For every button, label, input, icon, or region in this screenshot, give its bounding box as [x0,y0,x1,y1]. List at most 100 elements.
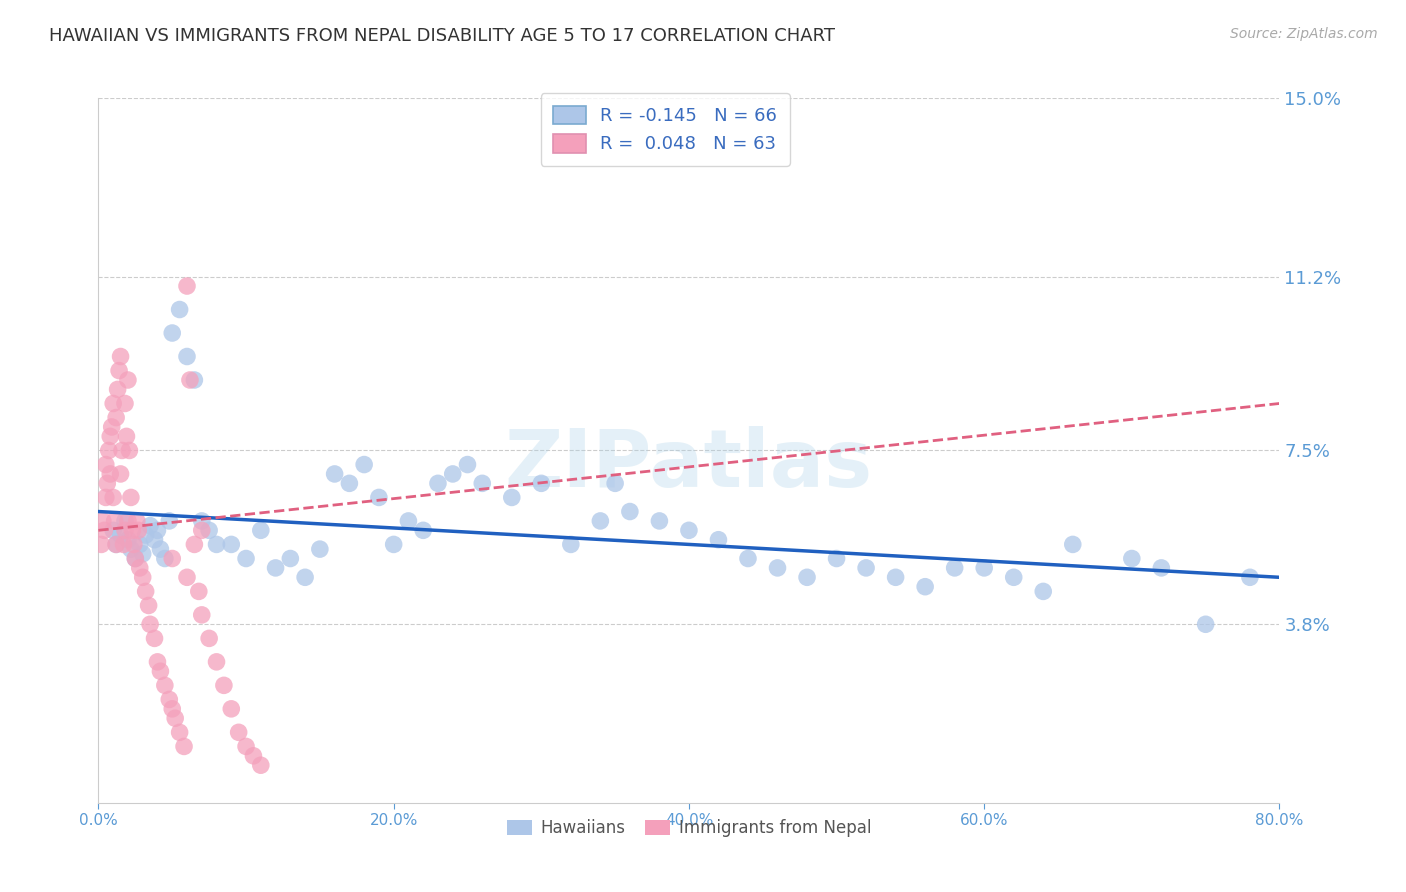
Point [198,524,221,538]
Point [91,514,114,528]
Point [648,514,671,528]
Text: HAWAIIAN VS IMMIGRANTS FROM NEPAL DISABILITY AGE 5 TO 17 CORRELATION CHART: HAWAIIAN VS IMMIGRANTS FROM NEPAL DISABI… [49,27,835,45]
Point [103,491,125,505]
Point [132,547,155,561]
Point [114,524,136,538]
Point [103,396,125,410]
Point [1002,570,1025,584]
Point [187,584,209,599]
Point [427,476,450,491]
Point [157,514,180,528]
Point [138,599,160,613]
Point [796,570,818,584]
Point [139,617,162,632]
Point [125,514,148,528]
Point [105,537,128,551]
Point [149,542,172,557]
Point [118,443,141,458]
Point [100,420,122,434]
Point [707,533,730,547]
Point [112,537,135,551]
Point [176,350,198,364]
Point [105,410,128,425]
Point [205,537,228,551]
Text: ZIPatlas: ZIPatlas [505,425,873,504]
Point [183,373,205,387]
Point [855,561,877,575]
Point [173,739,195,754]
Point [183,537,205,551]
Point [146,524,169,538]
Point [117,373,139,387]
Point [96,476,118,491]
Point [191,514,214,528]
Point [132,570,155,584]
Point [107,383,129,397]
Point [162,551,183,566]
Point [914,580,936,594]
Point [120,542,142,557]
Point [766,561,789,575]
Point [530,476,553,491]
Point [114,514,136,528]
Point [212,678,235,692]
Point [169,302,191,317]
Point [115,429,138,443]
Point [250,758,273,772]
Point [135,528,157,542]
Point [501,491,523,505]
Point [121,524,143,538]
Point [221,537,243,551]
Point [264,561,287,575]
Point [153,551,176,566]
Point [457,458,479,472]
Point [205,655,228,669]
Point [228,725,250,739]
Point [1195,617,1218,632]
Point [124,551,146,566]
Point [110,467,132,481]
Point [280,551,302,566]
Point [110,350,132,364]
Point [120,491,142,505]
Point [128,537,150,551]
Point [235,739,257,754]
Point [235,551,257,566]
Point [368,491,391,505]
Point [294,570,316,584]
Point [619,504,641,518]
Point [560,537,582,551]
Point [108,363,131,377]
Point [589,514,612,528]
Point [825,551,848,566]
Point [179,373,201,387]
Point [93,524,115,538]
Point [191,524,214,538]
Point [323,467,346,481]
Point [139,518,162,533]
Point [128,561,150,575]
Point [973,561,995,575]
Point [122,537,145,551]
Point [382,537,405,551]
Point [146,655,169,669]
Point [1032,584,1054,599]
Point [165,711,187,725]
Point [309,542,332,557]
Point [471,476,494,491]
Point [605,476,627,491]
Point [221,702,243,716]
Point [104,514,127,528]
Point [884,570,907,584]
Point [143,533,166,547]
Point [157,692,180,706]
Point [441,467,464,481]
Point [412,524,434,538]
Point [127,524,149,538]
Point [398,514,420,528]
Point [114,396,136,410]
Point [353,458,375,472]
Point [110,528,132,542]
Point [250,524,273,538]
Point [737,551,759,566]
